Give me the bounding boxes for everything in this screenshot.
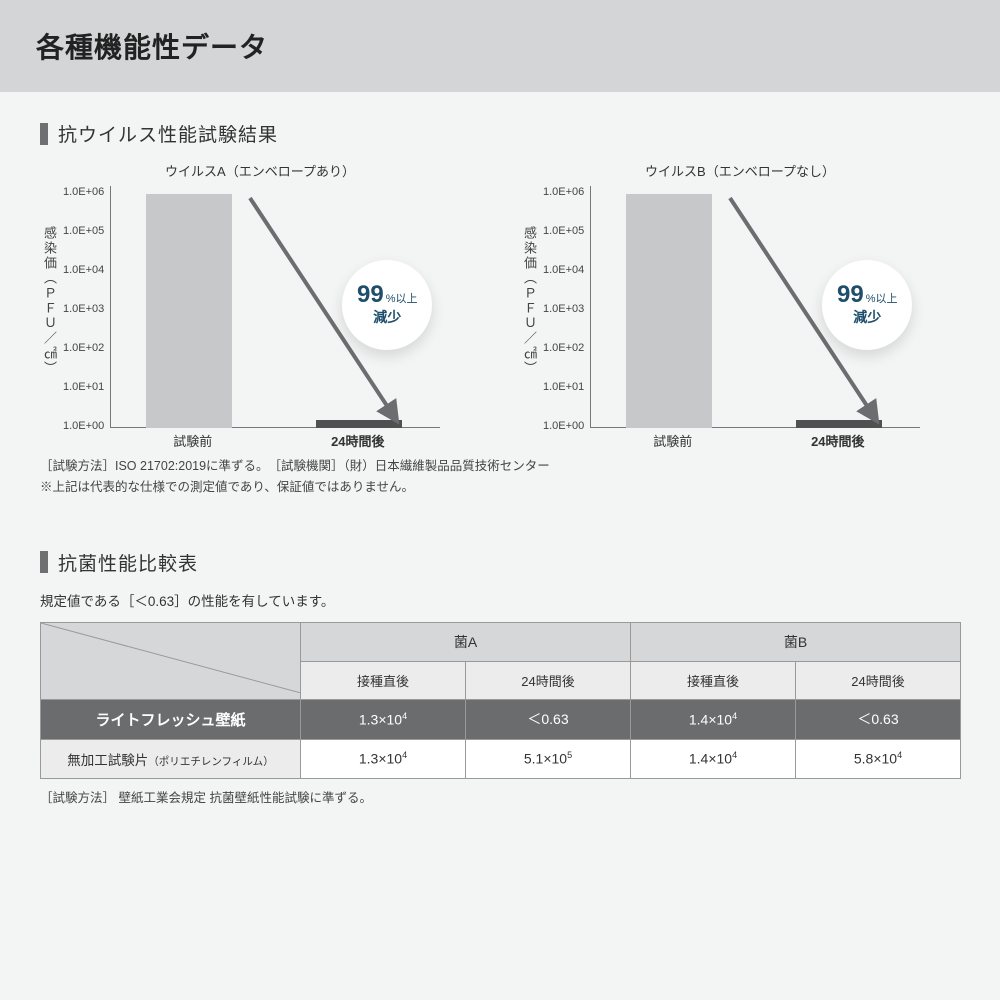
chart-area: 感染価（ＰＦＵ／㎠）1.0E+061.0E+051.0E+041.0E+031.… bbox=[40, 186, 480, 446]
section1-title-text: 抗ウイルス性能試験結果 bbox=[58, 120, 278, 147]
chart-area: 感染価（ＰＦＵ／㎠）1.0E+061.0E+051.0E+041.0E+031.… bbox=[520, 186, 960, 446]
plot-area: 99%以上減少試験前24時間後 bbox=[110, 186, 440, 446]
charts-row: ウイルスA（エンベロープあり）感染価（ＰＦＵ／㎠）1.0E+061.0E+051… bbox=[40, 161, 960, 446]
section2-desc: 規定値である［＜0.63］の性能を有しています。 bbox=[40, 590, 960, 610]
section2-title-text: 抗菌性能比較表 bbox=[58, 549, 198, 576]
table-cell: 1.4×104 bbox=[631, 699, 796, 739]
page-title: 各種機能性データ bbox=[36, 26, 964, 66]
table-cell: 1.3×104 bbox=[301, 739, 466, 778]
section2-note: ［試験方法］ 壁紙工業会規定 抗菌壁紙性能試験に準ずる。 bbox=[40, 787, 960, 806]
reduction-badge: 99%以上減少 bbox=[342, 260, 432, 350]
section-mark-icon bbox=[40, 551, 48, 573]
y-tick-labels: 1.0E+061.0E+051.0E+041.0E+031.0E+021.0E+… bbox=[63, 186, 110, 432]
plot-area: 99%以上減少試験前24時間後 bbox=[590, 186, 920, 446]
table-cell: 5.1×105 bbox=[466, 739, 631, 778]
chart-caption: ウイルスB（エンベロープなし） bbox=[520, 161, 960, 180]
table-row: 無加工試験片（ポリエチレンフィルム）1.3×1045.1×1051.4×1045… bbox=[41, 739, 961, 778]
section1-notes: ［試験方法］ISO 21702:2019に準ずる。 ［試験機関］（財）日本繊維製… bbox=[40, 456, 960, 499]
section2-title: 抗菌性能比較表 bbox=[40, 549, 960, 576]
chart-caption: ウイルスA（エンベロープあり） bbox=[40, 161, 480, 180]
table-cell: ＜0.63 bbox=[796, 699, 961, 739]
row-label: ライトフレッシュ壁紙 bbox=[41, 699, 301, 739]
table-sub-header: 24時間後 bbox=[466, 661, 631, 699]
table-sub-header: 接種直後 bbox=[631, 661, 796, 699]
table-row: ライトフレッシュ壁紙1.3×104＜0.631.4×104＜0.63 bbox=[41, 699, 961, 739]
section-mark-icon bbox=[40, 123, 48, 145]
table-sub-header: 24時間後 bbox=[796, 661, 961, 699]
yaxis-label: 感染価（ＰＦＵ／㎠） bbox=[520, 186, 543, 446]
table-cell: ＜0.63 bbox=[466, 699, 631, 739]
diagonal-icon bbox=[41, 623, 301, 693]
table-cell: 5.8×104 bbox=[796, 739, 961, 778]
yaxis-label: 感染価（ＰＦＵ／㎠） bbox=[40, 186, 63, 446]
y-tick-labels: 1.0E+061.0E+051.0E+041.0E+031.0E+021.0E+… bbox=[543, 186, 590, 432]
chart-block: ウイルスA（エンベロープあり） 感染価（ＰＦＵ／㎠）1.0E+061.0E+051… bbox=[40, 161, 480, 446]
x-tick-labels: 試験前24時間後 bbox=[590, 431, 920, 450]
table-cell: 1.3×104 bbox=[301, 699, 466, 739]
section2: 抗菌性能比較表 規定値である［＜0.63］の性能を有しています。 菌A菌B接種直… bbox=[40, 549, 960, 806]
table-group-header: 菌B bbox=[631, 622, 961, 661]
header-band: 各種機能性データ bbox=[0, 0, 1000, 92]
section1-title: 抗ウイルス性能試験結果 bbox=[40, 120, 960, 147]
table-cell: 1.4×104 bbox=[631, 739, 796, 778]
table-group-header: 菌A bbox=[301, 622, 631, 661]
table-corner bbox=[41, 622, 301, 699]
row-label: 無加工試験片（ポリエチレンフィルム） bbox=[41, 739, 301, 778]
content: 抗ウイルス性能試験結果 ウイルスA（エンベロープあり）感染価（ＰＦＵ／㎠）1.0… bbox=[0, 92, 1000, 806]
chart-block: ウイルスB（エンベロープなし） 感染価（ＰＦＵ／㎠）1.0E+061.0E+051… bbox=[520, 161, 960, 446]
comparison-table: 菌A菌B接種直後24時間後接種直後24時間後ライトフレッシュ壁紙1.3×104＜… bbox=[40, 622, 961, 779]
table-sub-header: 接種直後 bbox=[301, 661, 466, 699]
reduction-badge: 99%以上減少 bbox=[822, 260, 912, 350]
x-tick-labels: 試験前24時間後 bbox=[110, 431, 440, 450]
